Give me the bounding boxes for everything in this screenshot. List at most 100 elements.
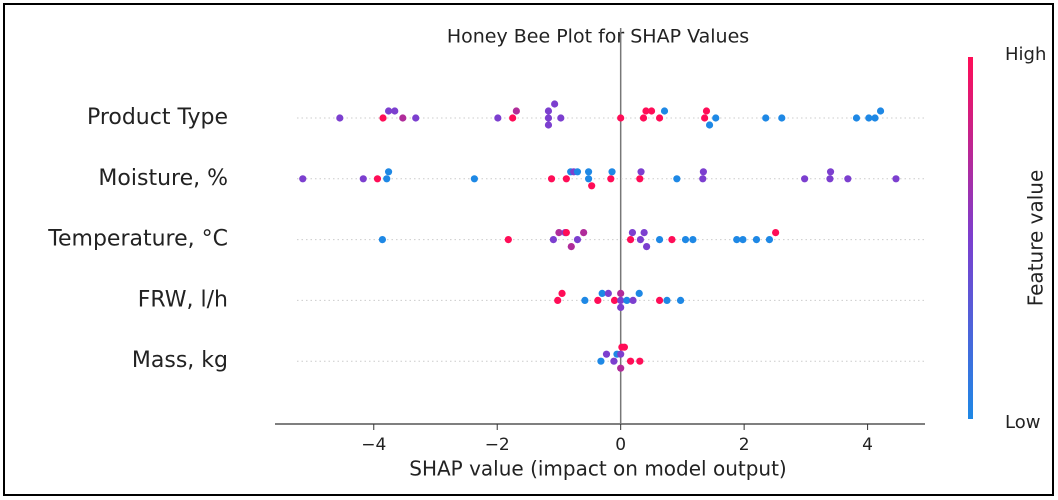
colorbar-title: Feature value	[1024, 170, 1048, 307]
dot	[663, 296, 671, 304]
y-tick-label: Temperature, °C	[47, 227, 228, 252]
dot	[617, 303, 625, 311]
dot	[512, 107, 520, 115]
dot	[636, 357, 644, 365]
y-tick-label: Moisture, %	[98, 166, 228, 191]
dot	[607, 175, 615, 183]
dot	[379, 114, 387, 122]
dot	[765, 236, 774, 244]
dot	[629, 296, 637, 304]
dot	[544, 121, 553, 129]
x-tick-label: 4	[862, 435, 873, 455]
y-tick-label: Mass, kg	[132, 348, 228, 373]
dot	[384, 168, 393, 176]
dot	[681, 236, 690, 244]
dot	[617, 364, 625, 372]
dot	[602, 350, 611, 358]
dot	[701, 114, 709, 122]
dot	[628, 229, 637, 237]
dot	[588, 182, 596, 190]
dot	[580, 229, 588, 237]
y-tick-label: Product Type	[87, 105, 228, 130]
dot	[494, 114, 502, 122]
dot	[383, 175, 391, 183]
colorbar-high: High	[1005, 44, 1046, 65]
dot	[359, 175, 367, 183]
dot	[584, 175, 593, 183]
dot	[617, 289, 625, 297]
dot	[509, 114, 517, 122]
dot	[597, 357, 605, 365]
dot	[412, 114, 420, 122]
dot	[551, 100, 559, 108]
dot	[336, 114, 344, 122]
dot	[391, 107, 399, 115]
dot	[676, 296, 685, 304]
dot	[852, 114, 861, 122]
dot	[562, 229, 570, 237]
dot	[617, 114, 625, 122]
dot	[705, 121, 714, 129]
dot	[617, 296, 625, 304]
dot	[584, 168, 593, 176]
dot	[554, 296, 562, 304]
dot	[739, 236, 747, 244]
dot	[617, 350, 625, 358]
dot	[643, 243, 651, 251]
dot	[655, 114, 664, 122]
dot	[544, 114, 553, 122]
dot	[558, 289, 566, 297]
dot	[892, 175, 900, 183]
dot	[635, 289, 643, 297]
dot	[573, 236, 582, 244]
dot	[702, 107, 711, 115]
colorbar	[968, 57, 973, 419]
dot	[567, 243, 575, 251]
dot	[636, 175, 644, 183]
dot	[604, 289, 612, 297]
dot	[549, 236, 557, 244]
dot	[504, 236, 512, 244]
dot	[555, 229, 563, 237]
dot	[655, 296, 664, 304]
dot	[639, 114, 648, 122]
dot	[557, 114, 565, 122]
dot	[712, 114, 720, 122]
dot	[608, 168, 616, 176]
x-tick-label: −4	[361, 435, 386, 455]
dot	[642, 107, 650, 115]
dot	[470, 175, 478, 183]
dot	[636, 236, 645, 244]
dot	[610, 296, 619, 304]
dot	[573, 168, 582, 176]
x-axis-label: SHAP value (impact on model output)	[409, 457, 786, 481]
dot	[699, 168, 707, 176]
x-tick-label: 2	[739, 435, 750, 455]
chart-title: Honey Bee Plot for SHAP Values	[447, 26, 749, 48]
dot	[762, 114, 770, 122]
dot	[399, 114, 407, 122]
dot	[620, 343, 628, 351]
dot	[826, 168, 835, 176]
dot	[655, 236, 664, 244]
dot	[778, 114, 786, 122]
dot	[801, 175, 809, 183]
dot	[299, 175, 307, 183]
dot	[610, 357, 618, 365]
dot	[689, 236, 697, 244]
dot	[373, 175, 382, 183]
dot	[637, 168, 645, 176]
dot	[865, 114, 873, 122]
dot	[668, 236, 676, 244]
x-tick-label: 0	[615, 435, 626, 455]
y-tick-label: FRW, l/h	[138, 287, 228, 312]
dot	[384, 107, 393, 115]
dot	[844, 175, 852, 183]
dot	[594, 296, 602, 304]
dot	[562, 175, 570, 183]
dot	[660, 107, 669, 115]
colorbar-low: Low	[1005, 412, 1040, 433]
dot	[752, 236, 761, 244]
dot	[598, 289, 606, 297]
